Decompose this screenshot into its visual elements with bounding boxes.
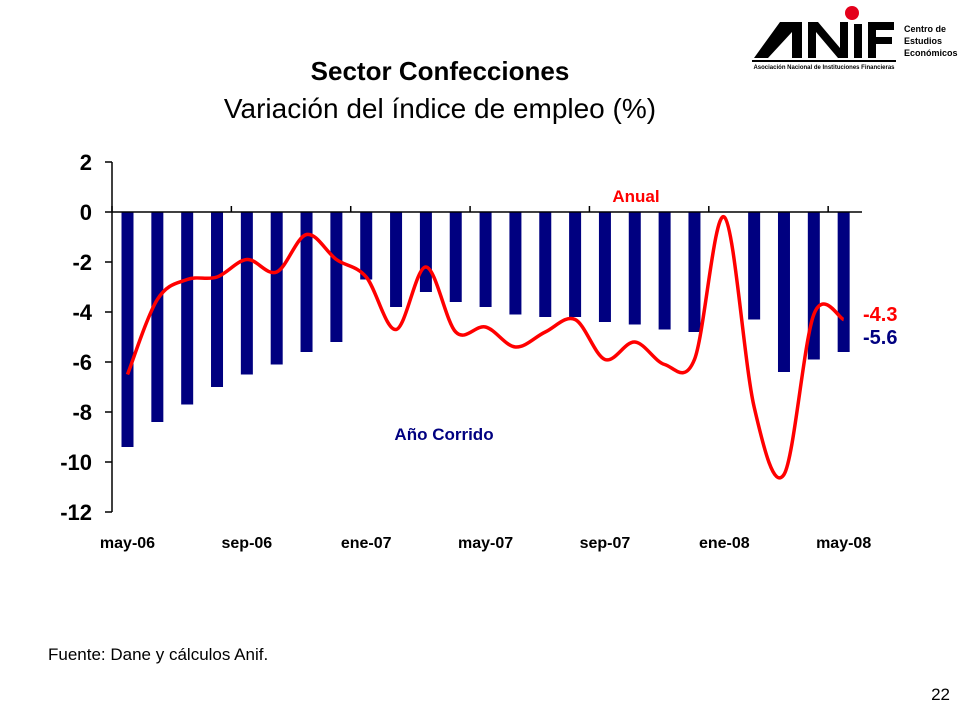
series-label-ano-corrido: Año Corrido (394, 425, 493, 444)
y-tick-label: 0 (80, 200, 92, 225)
source-note: Fuente: Dane y cálculos Anif. (48, 645, 269, 664)
bar-sep-07 (598, 212, 611, 322)
bar-nov-06 (300, 212, 313, 352)
x-tick-label: sep-07 (580, 535, 631, 552)
bar-sep-06 (240, 212, 253, 375)
bar-oct-06 (270, 212, 283, 365)
y-tick-label: -12 (60, 500, 92, 525)
page-number: 22 (931, 685, 950, 704)
bar-jul-07 (539, 212, 552, 317)
chart-title: Sector Confecciones (310, 56, 570, 86)
end-value-anual: -4.3 (863, 304, 897, 326)
y-tick-label: -2 (72, 250, 92, 275)
bar-may-06 (121, 212, 134, 447)
y-tick-label: 2 (80, 150, 92, 175)
x-tick-label: sep-06 (222, 535, 273, 552)
bar-feb-07 (390, 212, 403, 307)
x-tick-label: may-08 (816, 535, 871, 552)
end-value-ano-corrido: -5.6 (863, 327, 897, 349)
logo-side-text-1: Centro de (904, 24, 946, 34)
bar-ago-06 (211, 212, 224, 387)
bar-feb-08 (748, 212, 761, 320)
bar-ago-07 (569, 212, 582, 317)
bar-jul-06 (181, 212, 194, 405)
logo-side-text-2: Estudios (904, 36, 942, 46)
bar-ene-07 (360, 212, 373, 280)
bar-dic-07 (688, 212, 701, 332)
series-label-anual: Anual (612, 187, 659, 206)
bar-nov-07 (658, 212, 671, 330)
y-tick-label: -8 (72, 400, 92, 425)
anif-logo-mark (752, 6, 896, 62)
x-tick-label: ene-07 (341, 535, 392, 552)
bar-jun-06 (151, 212, 164, 422)
bar-dic-06 (330, 212, 343, 342)
x-tick-label: ene-08 (699, 535, 750, 552)
logo-red-dot (845, 6, 859, 20)
logo-side-text-3: Económicos (904, 48, 958, 58)
bar-abr-07 (449, 212, 462, 302)
anif-logo: Asociación Nacional de Instituciones Fin… (752, 6, 958, 71)
bar-jun-07 (509, 212, 522, 315)
y-tick-label: -6 (72, 350, 92, 375)
line-anual (125, 215, 845, 480)
bar-mar-07 (419, 212, 432, 292)
y-tick-label: -10 (60, 450, 92, 475)
x-tick-label: may-06 (100, 535, 155, 552)
y-tick-label: -4 (72, 300, 92, 325)
bar-oct-07 (628, 212, 641, 325)
chart-subtitle: Variación del índice de empleo (%) (223, 93, 657, 124)
bar-may-08 (837, 212, 850, 352)
x-tick-label: may-07 (458, 535, 513, 552)
logo-tagline: Asociación Nacional de Instituciones Fin… (753, 65, 895, 71)
bar-may-07 (479, 212, 492, 307)
bar-mar-08 (777, 212, 790, 372)
